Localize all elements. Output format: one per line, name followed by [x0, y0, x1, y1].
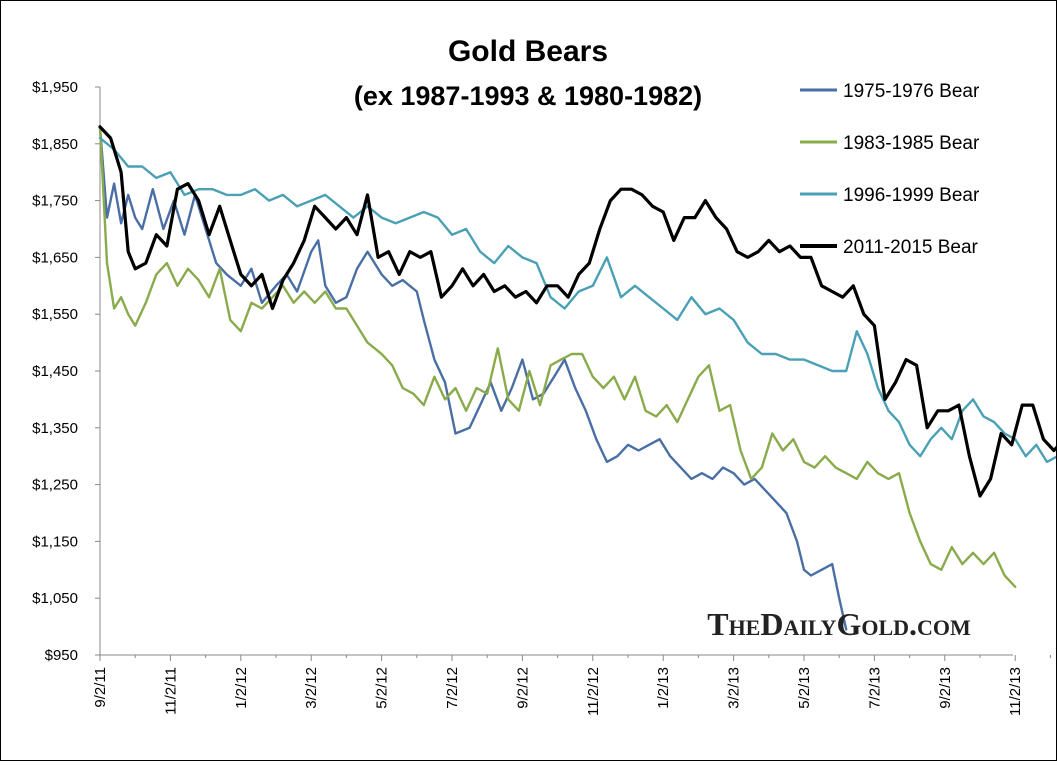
y-tick-label: $1,850 — [32, 136, 78, 153]
x-tick-label: 11/2/13 — [1007, 667, 1024, 716]
chart-title: Gold Bears — [448, 35, 608, 68]
y-tick-label: $1,150 — [32, 533, 78, 550]
x-tick-label: 9/2/11 — [92, 667, 109, 708]
series-line-2011-2015-bear — [98, 125, 1057, 498]
series-line-1975-1976-bear — [98, 125, 848, 631]
y-tick-label: $1,950 — [32, 79, 78, 96]
y-tick-label: $1,450 — [32, 363, 78, 380]
y-tick-labels: $950 $1,050 $1,150 $1,250 $1,350 $1,450 $1,550… — [32, 79, 100, 664]
x-tick-label: 11/2/12 — [585, 667, 602, 716]
y-tick-label: $950 — [45, 647, 78, 664]
x-tick-label: 1/2/12 — [233, 667, 250, 709]
legend-label: 1996-1999 Bear — [843, 185, 980, 206]
x-tick-label: 3/2/12 — [303, 667, 320, 709]
x-tick-label: 11/2/11 — [162, 667, 179, 715]
y-tick-label: $1,550 — [32, 306, 78, 323]
x-tick-labels: 9/2/11 11/2/11 1/2/12 3/2/12 5/2/12 7/2/12 9/2… — [92, 655, 1051, 716]
watermark: TheDailyGold.com — [707, 606, 971, 642]
legend-label: 2011-2015 Bear — [843, 237, 979, 258]
x-tick-label: 7/2/13 — [866, 667, 883, 709]
y-tick-label: $1,050 — [32, 590, 78, 607]
legend-label: 1975-1976 Bear — [843, 81, 980, 102]
x-tick-label: 5/2/13 — [796, 667, 813, 709]
x-tick-label: 7/2/12 — [444, 667, 461, 709]
series-line-1996-1999-bear — [98, 136, 1057, 464]
y-tick-label: $1,750 — [32, 193, 78, 210]
y-tick-label: $1,250 — [32, 477, 78, 494]
y-tick-label: $1,350 — [32, 420, 78, 437]
x-tick-label: 9/2/12 — [514, 667, 531, 709]
series-line-1983-1985-bear — [98, 125, 1017, 588]
y-tick-label: $1,650 — [32, 249, 78, 266]
series-lines — [98, 125, 1057, 631]
chart-subtitle: (ex 1987-1993 & 1980-1982) — [354, 81, 702, 111]
x-tick-label: 3/2/13 — [726, 667, 743, 709]
x-tick-label: 1/2/13 — [655, 667, 672, 709]
legend: 1975-1976 Bear 1983-1985 Bear 1996-1999 Be… — [800, 81, 980, 258]
x-tick-label: 5/2/12 — [374, 667, 391, 709]
legend-label: 1983-1985 Bear — [843, 133, 980, 154]
x-tick-label: 9/2/13 — [937, 667, 954, 709]
